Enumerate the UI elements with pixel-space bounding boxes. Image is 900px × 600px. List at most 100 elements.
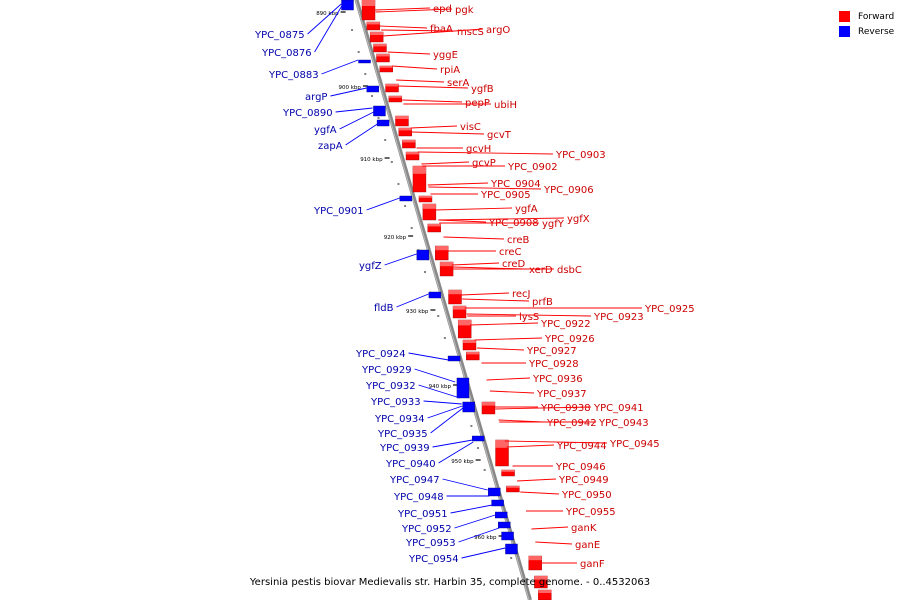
reverse-gene-block: [358, 59, 371, 64]
forward-gene-label[interactable]: YPC_0945: [609, 439, 660, 450]
forward-gene-label[interactable]: fbaA: [430, 24, 453, 35]
reverse-gene-label[interactable]: YPC_0952: [401, 524, 452, 535]
forward-gene-label[interactable]: gcvH: [466, 144, 491, 155]
reverse-gene-block: [456, 377, 470, 399]
scale-tick-label: 930 kbp: [406, 309, 429, 315]
forward-gene-label[interactable]: YPC_0949: [558, 475, 609, 486]
reverse-gene-leader: [307, 3, 342, 35]
forward-gene-leader: [421, 161, 470, 165]
forward-gene-label[interactable]: mscS: [457, 27, 484, 38]
reverse-gene-label[interactable]: YPC_0876: [261, 48, 312, 59]
forward-gene-label[interactable]: YPC_0936: [532, 374, 583, 385]
forward-gene-label[interactable]: YPC_0941: [593, 403, 644, 414]
forward-gene-label[interactable]: YPC_0902: [507, 162, 558, 173]
forward-gene-leader: [382, 28, 484, 37]
reverse-gene-leader: [321, 59, 359, 75]
forward-gene-label[interactable]: gcvP: [472, 158, 496, 169]
reverse-gene-label[interactable]: YPC_0932: [365, 381, 416, 392]
reverse-gene-label[interactable]: zapA: [318, 141, 343, 152]
forward-gene-leader: [435, 207, 513, 211]
forward-gene-leader: [506, 444, 555, 448]
reverse-gene-label[interactable]: YPC_0954: [408, 554, 459, 565]
forward-gene-label[interactable]: ganK: [571, 523, 597, 534]
reverse-gene-label[interactable]: YPC_0929: [361, 365, 412, 376]
forward-gene-label[interactable]: creC: [499, 247, 522, 258]
forward-gene-label[interactable]: xerD: [529, 265, 553, 276]
reverse-gene-label[interactable]: YPC_0934: [374, 414, 425, 425]
forward-gene-label[interactable]: lysS: [519, 312, 539, 323]
forward-gene-label[interactable]: YPC_0955: [565, 507, 616, 518]
reverse-gene-label[interactable]: YPC_0940: [385, 459, 436, 470]
forward-gene-label[interactable]: YPC_0925: [644, 304, 695, 315]
forward-gene-label[interactable]: rpiA: [440, 65, 460, 76]
forward-gene-label[interactable]: YPC_0946: [555, 462, 606, 473]
forward-gene-label[interactable]: ganE: [575, 540, 600, 551]
forward-gene-label[interactable]: recJ: [512, 289, 531, 300]
forward-gene-highlight: [379, 66, 393, 68]
reverse-gene-label[interactable]: YPC_0951: [397, 509, 448, 520]
forward-gene-label[interactable]: yggE: [433, 50, 458, 61]
forward-gene-label[interactable]: serA: [447, 78, 469, 89]
forward-gene-label[interactable]: dsbC: [557, 265, 582, 276]
forward-gene-label[interactable]: YPC_0944: [556, 441, 607, 452]
forward-gene-label[interactable]: YPC_0927: [526, 346, 577, 357]
forward-gene-label[interactable]: YPC_0943: [598, 418, 649, 429]
forward-gene-highlight: [528, 556, 542, 561]
reverse-gene-label[interactable]: YPC_0935: [377, 429, 428, 440]
forward-gene-label[interactable]: YPC_0938: [540, 403, 591, 414]
forward-gene-label[interactable]: gcvT: [487, 130, 512, 141]
forward-gene-label[interactable]: ubiH: [494, 100, 517, 111]
reverse-gene-leader: [339, 111, 374, 130]
forward-gene-highlight: [458, 320, 472, 326]
forward-gene-label[interactable]: YPC_0905: [480, 190, 531, 201]
reverse-gene-label[interactable]: YPC_0948: [393, 492, 444, 503]
forward-gene-label[interactable]: ygfB: [471, 84, 494, 95]
forward-gene-leader: [462, 298, 530, 302]
forward-gene-label[interactable]: ygfA: [515, 204, 538, 215]
forward-gene-leader: [428, 186, 542, 190]
forward-gene-label[interactable]: creB: [507, 235, 530, 246]
forward-gene-label[interactable]: YPC_0908: [488, 218, 539, 229]
reverse-gene-label[interactable]: YPC_0901: [313, 206, 364, 217]
reverse-gene-label[interactable]: YPC_0947: [389, 475, 440, 486]
forward-gene-highlight: [427, 224, 441, 227]
forward-gene-label[interactable]: pgk: [455, 5, 474, 16]
forward-gene-label[interactable]: YPC_0922: [540, 319, 591, 330]
forward-gene-label[interactable]: YPC_0928: [528, 359, 579, 370]
forward-gene-label[interactable]: YPC_0904: [490, 179, 541, 190]
forward-gene-label[interactable]: YPC_0937: [536, 389, 587, 400]
reverse-gene-label[interactable]: ygfA: [314, 125, 337, 136]
forward-gene-label[interactable]: argO: [486, 25, 510, 36]
reverse-gene-label[interactable]: YPC_0924: [355, 349, 406, 360]
reverse-gene-label[interactable]: argP: [305, 92, 327, 103]
forward-gene-label[interactable]: ygfY: [542, 219, 565, 230]
reverse-gene-label[interactable]: YPC_0953: [405, 538, 456, 549]
forward-gene-label[interactable]: YPC_0906: [543, 185, 594, 196]
reverse-gene-label[interactable]: YPC_0890: [282, 108, 333, 119]
forward-gene-label[interactable]: creD: [502, 259, 526, 270]
forward-gene-label[interactable]: ygfX: [567, 214, 590, 225]
forward-gene-highlight: [412, 166, 426, 174]
forward-gene-label[interactable]: ganF: [580, 559, 605, 570]
forward-gene-leader: [375, 8, 453, 13]
scale-tick-label: 950 kbp: [451, 459, 474, 465]
scale-tick-label: 910 kbp: [360, 157, 383, 163]
forward-gene-label[interactable]: YPC_0950: [561, 490, 612, 501]
reverse-gene-label[interactable]: YPC_0875: [254, 30, 305, 41]
forward-gene-label[interactable]: YPC_0926: [544, 334, 595, 345]
forward-gene-label[interactable]: prfB: [532, 297, 553, 308]
scale-tick-label: 960 kbp: [474, 535, 497, 541]
reverse-gene-label[interactable]: ygfZ: [359, 261, 382, 272]
forward-gene-label[interactable]: YPC_0923: [593, 312, 644, 323]
forward-gene-highlight: [388, 96, 402, 98]
forward-gene-label[interactable]: visC: [460, 122, 481, 133]
reverse-gene-label[interactable]: YPC_0939: [379, 443, 430, 454]
reverse-gene-label[interactable]: YPC_0883: [268, 70, 319, 81]
forward-gene-label[interactable]: YPC_0903: [555, 150, 606, 161]
reverse-gene-label[interactable]: YPC_0933: [370, 397, 421, 408]
reverse-gene-block: [471, 435, 485, 442]
forward-gene-label[interactable]: YPC_0942: [546, 418, 597, 429]
reverse-gene-label[interactable]: fldB: [374, 303, 394, 314]
forward-gene-leader: [381, 29, 455, 32]
forward-gene-label[interactable]: pepP: [465, 98, 490, 109]
